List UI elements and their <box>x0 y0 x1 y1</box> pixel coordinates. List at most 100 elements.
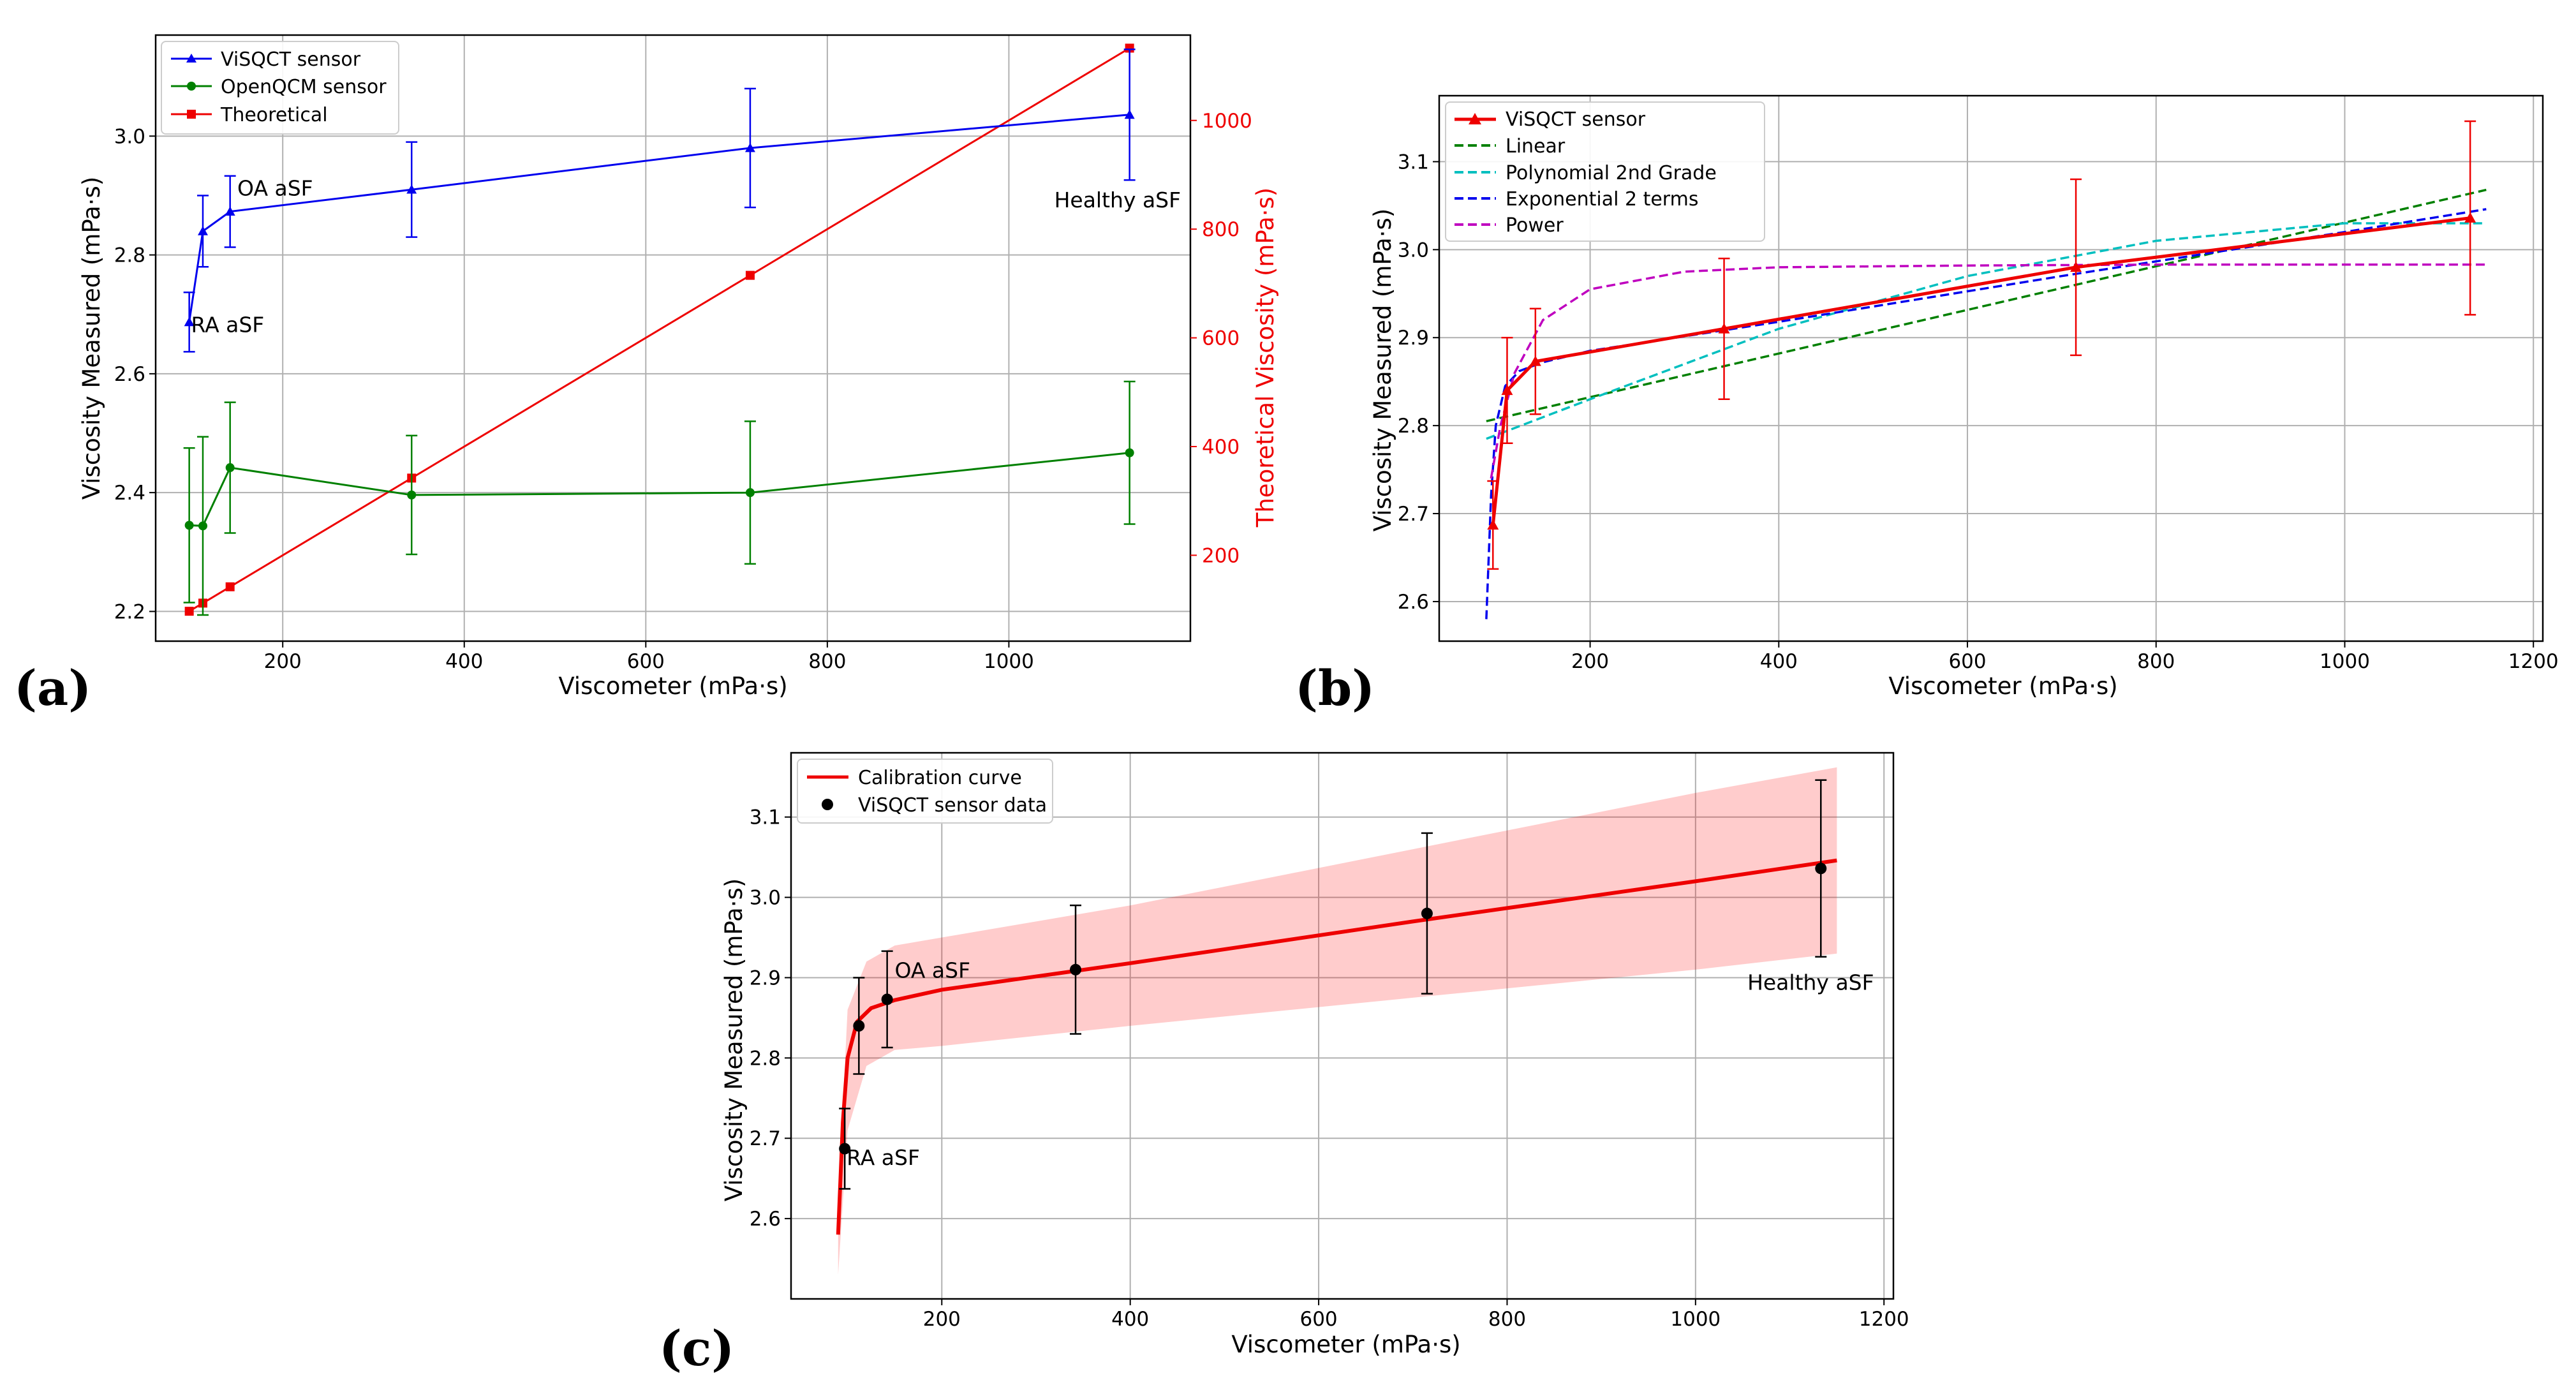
panel-a-x-ticks: 200 400 600 800 1000 <box>264 641 1034 673</box>
legend-b-power-label: Power <box>1506 214 1564 237</box>
y-tick-label: 3.0 <box>750 887 781 910</box>
y-right-tick-label: 600 <box>1202 327 1240 350</box>
panel-c-plot-frame <box>790 752 1895 1300</box>
y-tick-label: 2.7 <box>750 1127 781 1150</box>
legend-openqcm-label: OpenQCM sensor <box>221 76 387 98</box>
x-tick-label: 200 <box>923 1308 961 1331</box>
panel-c-x-ticks: 200 400 600 800 1000 1200 <box>923 1299 1909 1331</box>
openqcm-marker <box>225 463 235 473</box>
theoretical-marker <box>225 582 235 591</box>
legend-c-sensor-label: ViSQCT sensor data <box>858 794 1047 817</box>
x-tick-label: 400 <box>1760 650 1798 673</box>
sensor-marker <box>2070 261 2082 272</box>
panel-b-x-ticks: 200 400 600 800 1000 1200 <box>1571 641 2559 673</box>
panel-a-y-axis-label: Viscosity Measured (mPa·s) <box>78 177 105 500</box>
y-tick-label: 2.6 <box>750 1208 781 1231</box>
x-tick-label: 1000 <box>984 650 1034 673</box>
annotation-label: Healthy aSF <box>1055 188 1181 212</box>
x-tick-label: 200 <box>264 650 302 673</box>
legend-openqcm-marker <box>187 82 196 91</box>
panel-a-y-right-axis-label: Theoretical Viscosity (mPa·s) <box>1252 188 1279 528</box>
y-right-tick-label: 800 <box>1202 218 1240 241</box>
x-tick-label: 600 <box>1299 1308 1337 1331</box>
panel-a-annotations: RA aSF OA aSF Healthy aSF <box>191 175 1181 337</box>
panel-b-y-ticks: 2.6 2.7 2.8 2.9 3.0 3.1 <box>1398 151 1439 614</box>
theoretical-marker <box>745 270 755 280</box>
sensor-marker <box>1718 323 1730 334</box>
annotation-label: OA aSF <box>894 958 970 982</box>
y-tick-label: 2.6 <box>114 363 145 386</box>
panel-c-legend: Calibration curve ViSQCT sensor data <box>797 759 1053 824</box>
panel-b-label: (b) <box>1295 660 1375 716</box>
panel-a-grid <box>156 35 1190 641</box>
panel-c-x-axis-label: Viscometer (mPa·s) <box>1231 1331 1460 1358</box>
annotation-label: RA aSF <box>847 1145 920 1170</box>
y-right-tick-label: 200 <box>1202 544 1240 567</box>
confidence-band <box>838 767 1837 1275</box>
panel-c-grid <box>791 753 1893 1299</box>
y-tick-label: 3.1 <box>1398 151 1429 174</box>
legend-visqct-marker <box>186 54 196 63</box>
x-tick-label: 600 <box>1948 650 1986 673</box>
annotation-label: Healthy aSF <box>1747 970 1874 995</box>
panel-b-fit-curves <box>1485 188 2487 619</box>
legend-b-sensor-marker <box>1469 113 1481 124</box>
panel-a-y-ticks: 2.2 2.4 2.6 2.8 3.0 <box>114 125 156 623</box>
sensor-data-point <box>1421 907 1433 919</box>
y-tick-label: 2.8 <box>750 1047 781 1070</box>
sensor-data-point <box>1070 963 1082 975</box>
y-tick-label: 2.9 <box>750 967 781 989</box>
panel-a: (a) 200 400 600 800 1000 2.2 2.4 2.6 2.8 3.0 200… <box>14 34 1279 716</box>
x-tick-label: 1000 <box>1670 1308 1721 1331</box>
y-right-tick-label: 1000 <box>1202 110 1252 133</box>
panel-b: (b) 200 400 600 800 1000 1200 2.6 2.7 2.8 2.9 3.0… <box>1295 94 2559 716</box>
annotation-label: RA aSF <box>191 313 264 337</box>
y-tick-label: 2.4 <box>114 482 145 505</box>
calibration-curve <box>836 858 1837 1235</box>
panel-b-legend-box <box>1445 101 1765 242</box>
panel-c-y-axis-label: Viscosity Measured (mPa·s) <box>720 878 748 1202</box>
y-tick-label: 2.8 <box>114 244 145 267</box>
panel-a-legend: ViSQCT sensor OpenQCM sensor Theoretical <box>161 41 399 135</box>
legend-b-linear-label: Linear <box>1506 135 1566 158</box>
x-tick-label: 400 <box>1111 1308 1149 1331</box>
sensor-data-point <box>853 1020 865 1032</box>
panel-b-y-axis-label: Viscosity Measured (mPa·s) <box>1369 209 1396 532</box>
legend-c-curve-label: Calibration curve <box>858 767 1022 789</box>
y-tick-label: 2.9 <box>1398 327 1429 350</box>
x-tick-label: 400 <box>445 650 483 673</box>
panel-c-label: (c) <box>659 1320 734 1377</box>
fit-curve <box>1486 188 2487 422</box>
x-tick-label: 600 <box>627 650 665 673</box>
panel-a-y-right-ticks: 200 400 600 800 1000 <box>1190 110 1252 567</box>
x-tick-label: 1200 <box>2508 650 2559 673</box>
openqcm-marker <box>184 521 194 530</box>
y-right-tick-label: 400 <box>1202 436 1240 459</box>
x-tick-label: 800 <box>2137 650 2175 673</box>
sensor-line <box>1491 216 2471 526</box>
theoretical-marker <box>184 607 194 616</box>
openqcm-series <box>183 380 1136 616</box>
panel-c-annotations: RA aSF OA aSF Healthy aSF <box>847 958 1874 1169</box>
annotation-label: OA aSF <box>237 175 313 200</box>
panel-b-x-axis-label: Viscometer (mPa·s) <box>1888 672 2117 700</box>
x-tick-label: 800 <box>1488 1308 1526 1331</box>
visqct-marker <box>184 316 195 327</box>
visqct-marker <box>1124 109 1135 119</box>
x-tick-label: 800 <box>808 650 846 673</box>
visqct-marker <box>197 226 208 235</box>
fit-curve <box>1490 263 2487 479</box>
x-tick-label: 1200 <box>1859 1308 1909 1331</box>
x-tick-label: 1000 <box>2320 650 2370 673</box>
sensor-data-point <box>1815 863 1827 875</box>
visqct-series <box>183 48 1136 353</box>
visqct-marker <box>406 184 417 194</box>
panel-b-sensor-series <box>1487 120 2476 570</box>
legend-b-sensor-label: ViSQCT sensor <box>1506 108 1646 131</box>
sensor-data-point <box>881 993 893 1005</box>
sensor-data-point <box>839 1143 851 1155</box>
panel-c-sensor-data <box>839 779 1827 1190</box>
legend-c-sensor-marker <box>822 799 833 810</box>
panel-a-legend-box <box>161 41 399 135</box>
